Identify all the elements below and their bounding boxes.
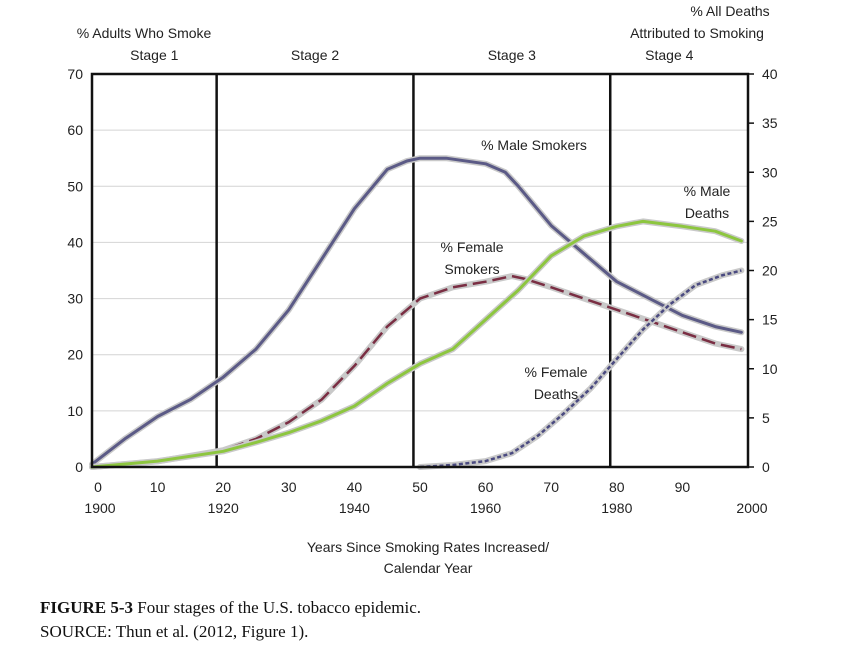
x-axis-title-line-2: Calendar Year bbox=[384, 560, 473, 576]
y-right-tick-40: 40 bbox=[762, 66, 778, 82]
y-left-tick-50: 50 bbox=[67, 178, 83, 194]
stage-label-3: Stage 3 bbox=[488, 47, 536, 63]
x-tick-10: 10 bbox=[150, 479, 166, 495]
calendar-tick-1980: 1980 bbox=[601, 500, 632, 516]
series-label-pct-female-deaths-1: % Female bbox=[524, 364, 587, 380]
x-tick-60: 60 bbox=[478, 479, 494, 495]
right-axis-title-line-1: % All Deaths bbox=[690, 3, 769, 19]
series-line-pct-male-deaths bbox=[90, 219, 743, 469]
left-axis-title: % Adults Who Smoke bbox=[77, 25, 212, 41]
y-right-ticks: 0 5 10 15 20 25 30 35 40 bbox=[748, 66, 778, 475]
plot-frame bbox=[90, 72, 750, 469]
figure-text: Four stages of the U.S. tobacco epidemic… bbox=[137, 598, 422, 617]
series-line-pct-female-deaths bbox=[419, 269, 742, 469]
x-tick-80: 80 bbox=[609, 479, 625, 495]
y-right-tick-25: 25 bbox=[762, 213, 778, 229]
y-left-tick-30: 30 bbox=[67, 291, 83, 307]
y-left-tick-10: 10 bbox=[67, 403, 83, 419]
series-labels: % Male Smokers % Female Smokers % Male Death… bbox=[440, 137, 730, 402]
y-left-tick-20: 20 bbox=[67, 347, 83, 363]
x-tick-0: 0 bbox=[94, 479, 102, 495]
y-right-tick-10: 10 bbox=[762, 361, 778, 377]
x-ticks: 0 10 20 30 40 50 60 70 80 90 bbox=[94, 479, 690, 495]
series-label-pct-male-deaths-1: % Male bbox=[684, 183, 731, 199]
stage-label-1: Stage 1 bbox=[130, 47, 178, 63]
right-axis-title-line-2: Attributed to Smoking bbox=[630, 25, 764, 41]
y-left-ticks: 0 10 20 30 40 50 60 70 bbox=[67, 66, 83, 475]
series-label-pct-female-smokers-1: % Female bbox=[440, 239, 503, 255]
gridlines bbox=[92, 129, 748, 412]
y-left-tick-0: 0 bbox=[75, 459, 83, 475]
series-label-pct-female-smokers-2: Smokers bbox=[444, 261, 499, 277]
calendar-tick-1960: 1960 bbox=[470, 500, 501, 516]
series-halo-pct-male-smokers bbox=[89, 155, 745, 468]
x-tick-50: 50 bbox=[412, 479, 428, 495]
x-tick-40: 40 bbox=[347, 479, 363, 495]
y-left-tick-40: 40 bbox=[67, 234, 83, 250]
stage-labels: Stage 1 Stage 2 Stage 3 Stage 4 bbox=[130, 47, 693, 63]
stage-dividers bbox=[215, 74, 612, 467]
x-tick-90: 90 bbox=[675, 479, 691, 495]
y-right-tick-15: 15 bbox=[762, 312, 778, 328]
calendar-ticks: 1900 1920 1940 1960 1980 2000 bbox=[84, 500, 767, 516]
y-right-tick-0: 0 bbox=[762, 459, 770, 475]
series-halo-pct-male-deaths bbox=[89, 218, 745, 470]
series-line-pct-male-smokers bbox=[90, 156, 743, 466]
stage-label-2: Stage 2 bbox=[291, 47, 339, 63]
series-line-pct-female-smokers bbox=[91, 274, 742, 469]
x-tick-20: 20 bbox=[215, 479, 231, 495]
series-label-pct-male-smokers-1: % Male Smokers bbox=[481, 137, 587, 153]
series-label-pct-male-deaths-2: Deaths bbox=[685, 205, 729, 221]
x-tick-70: 70 bbox=[543, 479, 559, 495]
calendar-tick-1940: 1940 bbox=[339, 500, 370, 516]
x-axis-title-line-1: Years Since Smoking Rates Increased/ bbox=[307, 539, 549, 555]
calendar-tick-2000: 2000 bbox=[736, 500, 767, 516]
stage-label-4: Stage 4 bbox=[645, 47, 693, 63]
series-layer bbox=[89, 155, 745, 470]
calendar-tick-1900: 1900 bbox=[84, 500, 115, 516]
series-halo-pct-female-smokers bbox=[89, 273, 745, 470]
y-left-tick-70: 70 bbox=[67, 66, 83, 82]
series-label-pct-female-deaths-2: Deaths bbox=[534, 386, 578, 402]
y-right-tick-35: 35 bbox=[762, 115, 778, 131]
chart: % Adults Who Smoke % All Deaths Attribut… bbox=[67, 3, 778, 576]
figure-label: FIGURE 5-3 bbox=[40, 598, 134, 617]
y-right-tick-30: 30 bbox=[762, 164, 778, 180]
y-right-tick-5: 5 bbox=[762, 410, 770, 426]
figure-source: SOURCE: Thun et al. (2012, Figure 1). bbox=[40, 622, 309, 641]
figure-caption: FIGURE 5-3 Four stages of the U.S. tobac… bbox=[40, 598, 421, 618]
y-right-tick-20: 20 bbox=[762, 263, 778, 279]
calendar-tick-1920: 1920 bbox=[208, 500, 239, 516]
x-tick-30: 30 bbox=[281, 479, 297, 495]
y-left-tick-60: 60 bbox=[67, 122, 83, 138]
